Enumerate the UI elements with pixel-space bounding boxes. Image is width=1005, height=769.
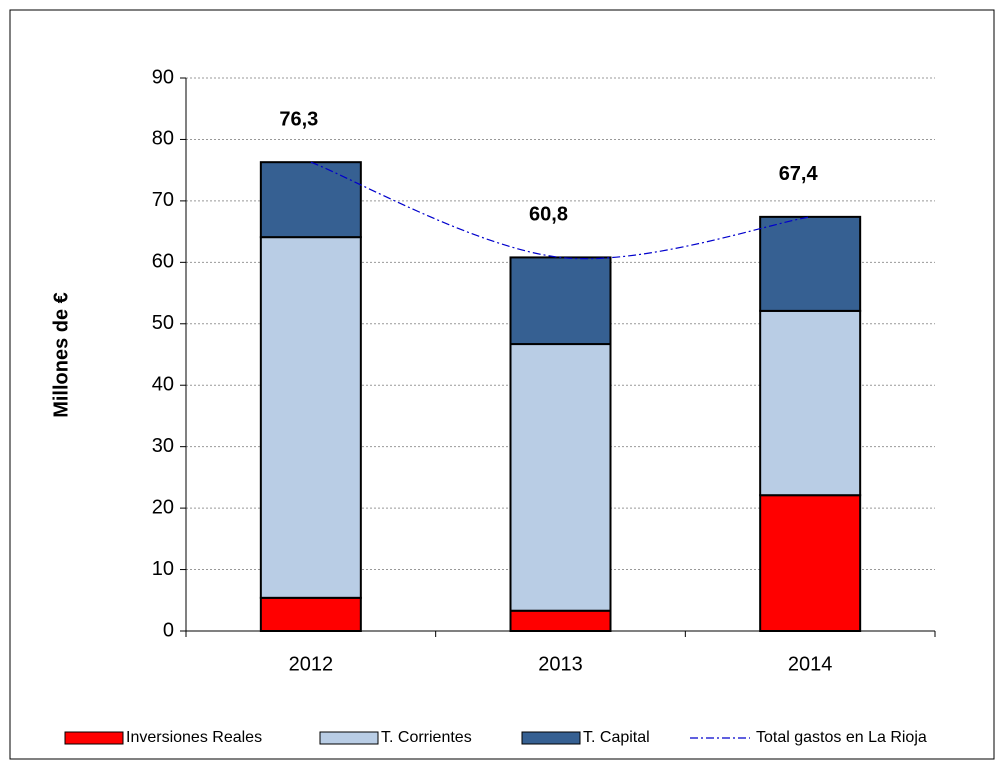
x-tick-label: 2012 — [289, 653, 334, 675]
y-tick-label: 40 — [152, 374, 174, 396]
bar-segment — [759, 494, 862, 632]
legend-swatch — [521, 731, 581, 745]
y-tick-label: 90 — [152, 66, 174, 88]
y-tick-label: 0 — [163, 619, 174, 641]
bar-segment — [259, 236, 362, 599]
data-label: 76,3 — [279, 108, 318, 130]
x-tick-label: 2013 — [538, 653, 583, 675]
bar-segment — [259, 161, 362, 239]
y-tick-label: 50 — [152, 312, 174, 334]
data-label: 67,4 — [779, 163, 819, 185]
y-tick-label: 30 — [152, 435, 174, 457]
bar-segment — [759, 309, 862, 497]
y-tick-label: 70 — [152, 189, 174, 211]
y-tick-label: 10 — [152, 558, 174, 580]
y-axis-title: Millones de € — [50, 292, 72, 418]
bar-segment — [759, 215, 862, 312]
legend-label: Total gastos en La Rioja — [756, 729, 927, 746]
bar-segment — [509, 343, 612, 612]
y-tick-label: 60 — [152, 251, 174, 273]
bar-segment — [509, 609, 612, 632]
legend-swatch — [64, 731, 124, 745]
y-tick-label: 20 — [152, 496, 174, 518]
legend-label: Inversiones Reales — [126, 729, 262, 746]
total-line — [310, 161, 811, 260]
legend-label: T. Corrientes — [381, 729, 472, 746]
bar-segment — [509, 256, 612, 346]
data-label: 60,8 — [529, 204, 568, 226]
x-tick-label: 2014 — [788, 653, 833, 675]
bar-segment — [259, 596, 362, 633]
legend-swatch — [319, 731, 379, 745]
legend-label: T. Capital — [583, 729, 650, 746]
y-tick-label: 80 — [152, 128, 174, 150]
